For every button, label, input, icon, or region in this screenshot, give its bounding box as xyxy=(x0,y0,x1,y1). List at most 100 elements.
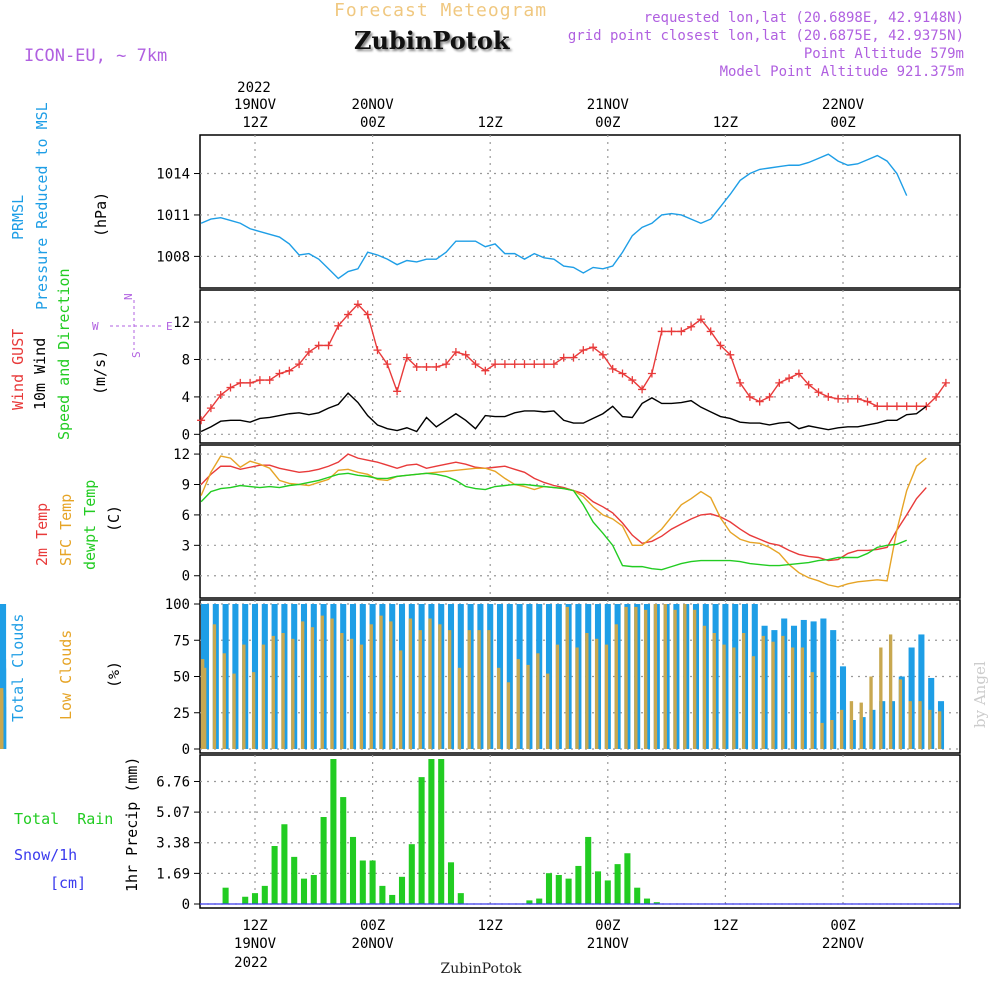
low-clouds-bar xyxy=(349,638,354,749)
rain-bar xyxy=(536,898,543,904)
gust-point xyxy=(393,387,402,396)
rain-bar xyxy=(418,777,425,904)
gust-point xyxy=(579,346,588,355)
gust-point xyxy=(197,416,206,425)
sfc-temp-line xyxy=(200,455,927,588)
rain-bar xyxy=(457,893,464,904)
low-clouds-bar xyxy=(781,635,785,749)
gust-point xyxy=(785,374,794,383)
ytick-label: 8 xyxy=(182,352,190,368)
gust-point xyxy=(745,392,754,401)
rain-bar xyxy=(545,873,553,904)
gust-point xyxy=(334,321,343,330)
top-tick-hour: 00Z xyxy=(595,115,620,131)
gust-point xyxy=(285,366,294,375)
low-clouds-bar xyxy=(291,638,295,749)
rain-bar xyxy=(447,862,455,904)
gust-point xyxy=(432,362,441,371)
gust-point xyxy=(461,350,470,359)
wind-panel xyxy=(199,289,961,444)
gust-point xyxy=(765,392,774,401)
gust-point xyxy=(638,385,647,394)
wind-compass: N S W E xyxy=(92,293,173,358)
rain-bar xyxy=(271,846,278,904)
gust-point xyxy=(824,392,833,401)
gust-point xyxy=(589,343,598,352)
low-clouds-bar xyxy=(820,722,824,749)
time-ticks: 12Z 19NOV 12Z 19NOV 00Z 20NOV 00Z 20NOV 12Z 12Z 00… xyxy=(234,97,865,952)
gust-point xyxy=(226,383,235,392)
total-clouds-bar xyxy=(918,634,925,749)
low-clouds-bar xyxy=(506,682,511,749)
label-wind-gust: Wind GUST xyxy=(9,329,27,410)
gust-point xyxy=(667,327,676,336)
temperature-panel xyxy=(199,444,961,599)
rain-bar xyxy=(653,902,660,904)
rain-bar xyxy=(330,759,337,904)
gust-point xyxy=(304,348,313,356)
gust-point xyxy=(265,376,274,385)
rain-bar xyxy=(594,871,602,904)
rain-bar xyxy=(281,824,288,904)
top-tick-hour: 12Z xyxy=(713,115,738,131)
total-clouds-bar xyxy=(820,618,827,749)
chart-marks xyxy=(0,153,960,905)
low-clouds-bar xyxy=(467,630,471,749)
low-clouds-bar xyxy=(712,633,716,749)
low-clouds-bar xyxy=(261,644,266,749)
low-clouds-bar xyxy=(722,644,726,749)
low-clouds-bar xyxy=(447,630,452,749)
low-clouds-bar xyxy=(408,618,413,749)
low-clouds-bar xyxy=(251,672,256,749)
gust-point xyxy=(736,378,745,387)
bottom-tick-hour: 12Z xyxy=(242,918,267,934)
gust-point xyxy=(481,366,490,375)
label-total-clouds: Total Clouds xyxy=(9,614,27,722)
gust-point xyxy=(353,300,362,309)
bottom-tick-date: 21NOV xyxy=(587,936,630,952)
rain-bar xyxy=(320,817,327,904)
low-clouds-bar xyxy=(928,709,932,749)
bottom-tick-hour: 00Z xyxy=(595,918,620,934)
rain-bar xyxy=(624,853,631,904)
label-sfc-temp: SFC Temp xyxy=(57,494,75,566)
rain-bar xyxy=(408,844,415,904)
low-clouds-bar xyxy=(683,604,687,749)
gust-point xyxy=(677,327,686,336)
gust-point xyxy=(383,360,392,369)
ytick-label: 6.76 xyxy=(156,774,190,790)
low-clouds-bar xyxy=(918,701,922,749)
low-clouds-bar xyxy=(849,701,854,749)
ytick-label: 100 xyxy=(165,597,190,613)
label-prmsl: PRMSL xyxy=(9,195,27,240)
gust-point xyxy=(442,360,451,369)
gust-point xyxy=(834,394,843,403)
forecast-meteogram-title: Forecast Meteogram xyxy=(334,0,548,21)
ytick-label: 75 xyxy=(173,633,190,649)
top-tick-hour: 12Z xyxy=(242,115,267,131)
gust-point xyxy=(491,360,500,369)
rain-bar xyxy=(310,875,317,904)
ytick-label: 4 xyxy=(182,390,190,406)
bottom-tick-date: 20NOV xyxy=(352,936,395,952)
credit: by Angel xyxy=(971,661,989,728)
gust-point xyxy=(647,369,656,378)
ytick-label: 1014 xyxy=(156,167,190,183)
label-hpa: (hPa) xyxy=(92,192,110,237)
low-clouds-bar xyxy=(732,647,736,749)
grid-lines: 1008 1011 1014 0 4 8 12 0 3 6 9 12 0 25 50 75 100 0 1.69 3.… xyxy=(156,135,960,913)
low-clouds-bar xyxy=(653,604,658,749)
low-clouds-bar xyxy=(526,664,530,749)
total-clouds-bar xyxy=(506,604,513,749)
label-snow-cm: [cm] xyxy=(50,874,86,892)
rain-bar xyxy=(398,876,406,904)
bottom-year: 2022 xyxy=(234,955,268,971)
low-clouds-bar xyxy=(477,630,481,749)
ytick-label: 50 xyxy=(173,670,190,686)
compass-e: E xyxy=(166,320,173,333)
pressure-line xyxy=(200,153,908,280)
low-clouds-bar xyxy=(536,653,540,749)
total-clouds-bar xyxy=(839,666,847,749)
wind-line xyxy=(200,392,927,433)
